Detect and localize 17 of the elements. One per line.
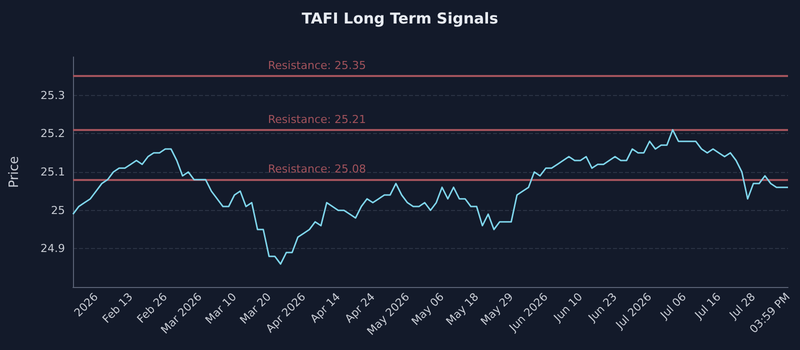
y-tick-label: 25.1 <box>40 166 65 178</box>
y-tick-label: 25.2 <box>40 127 65 140</box>
ref-line-label: Resistance: 25.35 <box>268 59 366 72</box>
y-axis-title: Price <box>7 156 22 188</box>
x-tick-label: Jul 06 <box>657 290 689 322</box>
ref-line-label: Resistance: 25.21 <box>268 112 366 126</box>
x-tick-label: Jul 16 <box>692 290 724 322</box>
y-tick-label: 25 <box>51 204 65 217</box>
chart-title: TAFI Long Term Signals <box>302 10 498 28</box>
x-tick-label: Apr 14 <box>308 290 343 326</box>
x-tick-label: Jun 10 <box>550 290 586 325</box>
line-series <box>72 129 789 265</box>
y-tick-label: 24.9 <box>40 242 65 256</box>
x-tick-label: Feb 13 <box>100 290 136 326</box>
ref-line-label: Resistance: 25.08 <box>268 162 366 176</box>
x-tick-label: Mar 10 <box>202 290 240 327</box>
y-tick-label: 25.3 <box>40 88 65 102</box>
